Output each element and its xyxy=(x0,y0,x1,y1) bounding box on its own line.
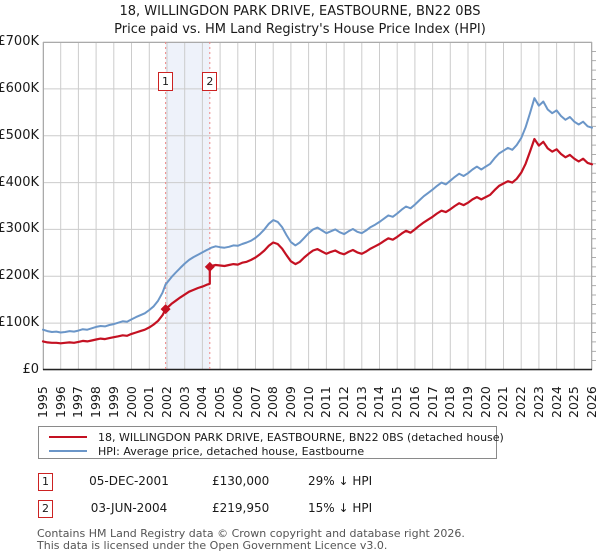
license-footer: Contains HM Land Registry data © Crown c… xyxy=(37,528,465,551)
legend-swatch xyxy=(49,435,87,439)
x-tick-label: 2013 xyxy=(353,386,369,418)
x-tick-label: 2004 xyxy=(194,386,210,418)
price-chart xyxy=(41,41,596,371)
transaction-price: £219,950 xyxy=(212,501,270,515)
x-tick-label: 2015 xyxy=(389,386,405,418)
x-tick-label: 2003 xyxy=(176,386,192,418)
transaction-hpi-diff: 15% ↓ HPI xyxy=(308,501,373,515)
x-tick-label: 2022 xyxy=(513,386,529,418)
x-tick-label: 2002 xyxy=(158,386,174,418)
transaction-price: £130,000 xyxy=(212,474,270,488)
transaction-number-badge: 2 xyxy=(38,500,53,518)
x-tick-label: 1995 xyxy=(35,386,50,418)
x-tick-label: 2023 xyxy=(530,386,546,418)
y-tick-label: £100K xyxy=(0,315,39,331)
transaction-number-badge: 1 xyxy=(38,473,53,491)
sale-marker-label: 2 xyxy=(202,72,218,91)
y-tick-label: £600K xyxy=(0,80,39,96)
x-tick-label: 2000 xyxy=(123,386,139,418)
chart-title: 18, WILLINGDON PARK DRIVE, EASTBOURNE, B… xyxy=(119,4,481,19)
x-tick-label: 2014 xyxy=(371,386,387,418)
transaction-hpi-diff: 29% ↓ HPI xyxy=(308,474,373,488)
legend-swatch xyxy=(49,449,87,453)
y-tick-label: £700K xyxy=(0,34,39,49)
x-tick-label: 2011 xyxy=(318,386,334,418)
legend-label: HPI: Average price, detached house, East… xyxy=(98,444,365,458)
x-tick-label: 2016 xyxy=(406,386,422,418)
y-tick-label: £500K xyxy=(0,127,39,143)
x-tick-label: 2019 xyxy=(460,386,476,418)
x-tick-label: 2012 xyxy=(336,386,352,418)
legend-label: 18, WILLINGDON PARK DRIVE, EASTBOURNE, B… xyxy=(98,430,504,444)
x-tick-label: 1996 xyxy=(52,386,68,418)
legend-item-property: 18, WILLINGDON PARK DRIVE, EASTBOURNE, B… xyxy=(49,430,504,444)
x-tick-label: 1999 xyxy=(105,386,121,418)
y-tick-label: £300K xyxy=(0,221,39,237)
sale-marker-label: 1 xyxy=(158,72,174,91)
y-tick-label: £200K xyxy=(0,268,39,284)
x-tick-label: 2008 xyxy=(265,386,281,418)
sale-marker xyxy=(204,261,215,272)
footer-line: Contains HM Land Registry data © Crown c… xyxy=(37,527,465,540)
x-tick-label: 1997 xyxy=(70,386,86,418)
x-tick-label: 2024 xyxy=(548,386,564,418)
transaction-date: 03-JUN-2004 xyxy=(90,501,168,515)
x-tick-label: 2005 xyxy=(212,386,228,418)
footer-line: This data is licensed under the Open Gov… xyxy=(37,538,388,552)
chart-subtitle: Price paid vs. HM Land Registry's House … xyxy=(114,22,486,37)
x-tick-label: 2007 xyxy=(247,386,263,418)
x-tick-label: 2009 xyxy=(282,386,298,418)
legend-item-hpi: HPI: Average price, detached house, East… xyxy=(49,444,488,458)
sale-marker xyxy=(160,304,171,315)
x-tick-label: 2006 xyxy=(229,386,245,418)
x-tick-label: 2010 xyxy=(300,386,316,418)
transaction-row: 1 05-DEC-2001 £130,000 29% ↓ HPI xyxy=(38,473,578,493)
x-tick-label: 2021 xyxy=(495,386,511,418)
x-tick-label: 2026 xyxy=(584,386,599,418)
x-tick-label: 2020 xyxy=(477,386,493,418)
transaction-date: 05-DEC-2001 xyxy=(89,474,169,488)
x-tick-label: 2017 xyxy=(424,386,440,418)
x-tick-label: 2018 xyxy=(442,386,458,418)
chart-legend: 18, WILLINGDON PARK DRIVE, EASTBOURNE, B… xyxy=(38,426,504,459)
transaction-row: 2 03-JUN-2004 £219,950 15% ↓ HPI xyxy=(38,500,578,520)
y-tick-label: £400K xyxy=(0,174,39,190)
x-tick-label: 2025 xyxy=(566,386,582,418)
y-tick-label: £0 xyxy=(22,362,39,377)
x-tick-label: 2001 xyxy=(141,386,157,418)
x-tick-label: 1998 xyxy=(88,386,104,418)
